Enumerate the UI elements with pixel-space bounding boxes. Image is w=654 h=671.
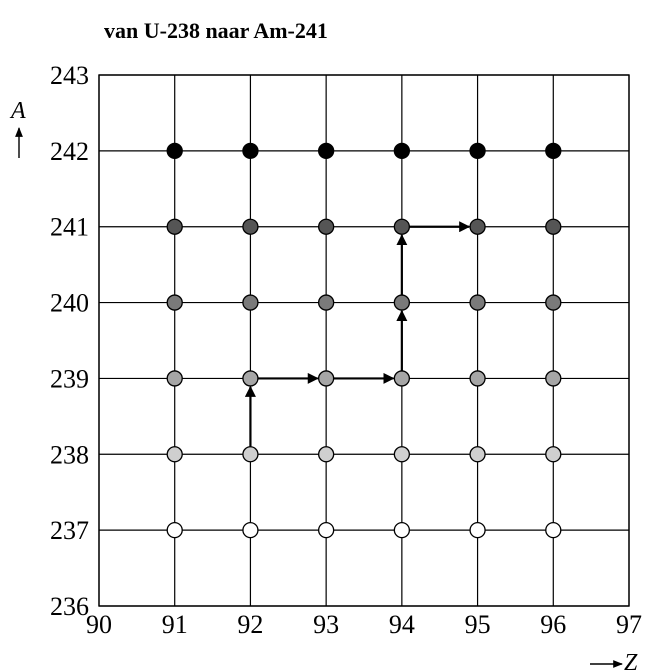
- nuclide-point-z93-a242: [317, 142, 335, 160]
- x-tick-91: 91: [162, 610, 188, 639]
- nuclide-point-z92-a238: [242, 446, 259, 463]
- y-tick-241: 241: [50, 213, 89, 242]
- grid: [98, 74, 630, 607]
- nuclide-point-z91-a241: [166, 218, 183, 235]
- x-axis-label: Z: [624, 650, 638, 671]
- y-tick-236: 236: [50, 592, 89, 621]
- nuclide-point-z93-a239: [317, 370, 335, 387]
- nuclide-point-z95-a242: [469, 142, 486, 160]
- x-tick-92: 92: [237, 610, 263, 639]
- nuclide-point-z92-a241: [242, 218, 259, 235]
- nuclide-point-z93-a237: [317, 521, 335, 539]
- nuclide-points: [166, 142, 562, 539]
- y-tick-242: 242: [50, 137, 89, 166]
- nuclide-point-z96-a238: [545, 446, 562, 463]
- nuclide-point-z94-a237: [393, 521, 411, 539]
- x-tick-90: 90: [86, 610, 112, 639]
- plot-frame: [98, 74, 630, 607]
- nuclide-point-z94-a241: [393, 218, 411, 235]
- nuclide-point-z91-a239: [166, 370, 183, 387]
- chart-title: van U-238 naar Am-241: [104, 18, 328, 43]
- nuclide-point-z94-a240: [393, 294, 411, 311]
- x-axis-label-group: Z: [590, 650, 638, 671]
- nuclide-point-z93-a241: [317, 218, 335, 235]
- nuclide-point-z92-a240: [242, 294, 259, 311]
- nuclide-point-z95-a241: [469, 218, 486, 235]
- nuclide-point-z91-a242: [166, 142, 183, 160]
- nuclide-point-z95-a240: [469, 294, 486, 311]
- y-tick-237: 237: [50, 516, 89, 545]
- nuclide-point-z96-a242: [545, 142, 562, 160]
- nuclide-point-z93-a238: [317, 446, 335, 463]
- y-axis-label-group: A: [9, 98, 26, 158]
- nuclide-point-z92-a237: [242, 521, 259, 539]
- nuclide-point-z96-a237: [545, 521, 562, 539]
- nuclide-point-z95-a238: [469, 446, 486, 463]
- x-tick-97: 97: [616, 610, 642, 639]
- x-tick-95: 95: [465, 610, 491, 639]
- nuclide-point-z92-a242: [242, 142, 259, 160]
- nuclide-point-z92-a239: [242, 370, 259, 387]
- y-tick-238: 238: [50, 440, 89, 469]
- y-tick-243: 243: [50, 61, 89, 90]
- y-axis-label: A: [9, 98, 26, 124]
- nuclide-point-z95-a237: [469, 521, 486, 539]
- nuclide-point-z96-a240: [545, 294, 562, 311]
- x-tick-96: 96: [540, 610, 566, 639]
- x-tick-94: 94: [389, 610, 415, 639]
- decay-path: [244, 221, 471, 455]
- y-tick-239: 239: [50, 364, 89, 393]
- nuclide-point-z91-a237: [166, 521, 183, 539]
- nuclide-point-z91-a238: [166, 446, 183, 463]
- tick-labels: 90 91 92 93 94 95 96 97 236 237 238 239 240 241 242 243: [50, 61, 642, 639]
- x-tick-93: 93: [313, 610, 339, 639]
- nuclide-point-z96-a239: [545, 370, 562, 387]
- nuclide-point-z95-a239: [469, 370, 486, 387]
- nuclide-point-z93-a240: [317, 294, 335, 311]
- nuclide-point-z94-a242: [393, 142, 411, 160]
- nuclide-point-z94-a238: [393, 446, 411, 463]
- nuclide-point-z94-a239: [393, 370, 411, 387]
- y-tick-240: 240: [50, 289, 89, 318]
- nuclide-point-z91-a240: [166, 294, 183, 311]
- nuclide-point-z96-a241: [545, 218, 562, 235]
